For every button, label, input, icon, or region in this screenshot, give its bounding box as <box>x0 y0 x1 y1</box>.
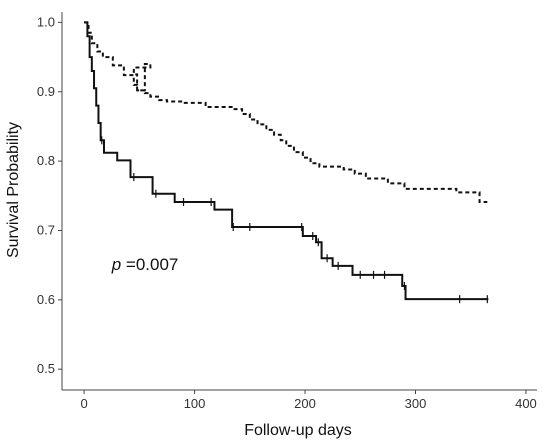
y-tick-label: 0.7 <box>37 222 55 237</box>
y-tick-label: 0.6 <box>37 292 55 307</box>
p-value-text: =0.007 <box>121 255 178 274</box>
x-axis-title: Follow-up days <box>244 422 352 439</box>
axes <box>61 12 537 391</box>
x-tick-label: 200 <box>294 396 316 411</box>
y-ticks: 0.5 0.6 0.7 0.8 0.9 1.0 <box>37 14 62 376</box>
survival-curve-dashed <box>84 21 488 204</box>
y-tick-label: 1.0 <box>37 14 55 29</box>
y-tick-label: 0.9 <box>37 84 55 99</box>
p-symbol: p <box>111 255 121 274</box>
x-tick-label: 300 <box>405 396 427 411</box>
survival-curve-solid <box>84 21 489 301</box>
x-tick-label: 0 <box>80 396 87 411</box>
x-tick-label: 400 <box>515 396 537 411</box>
x-ticks: 0 100 200 300 400 <box>80 390 537 411</box>
y-axis-title: Survival Probability <box>5 122 22 258</box>
series-layer <box>84 21 489 304</box>
y-tick-label: 0.8 <box>37 153 55 168</box>
y-tick-label: 0.5 <box>37 361 55 376</box>
p-value-annotation: p =0.007 <box>111 255 179 274</box>
x-tick-label: 100 <box>184 396 206 411</box>
